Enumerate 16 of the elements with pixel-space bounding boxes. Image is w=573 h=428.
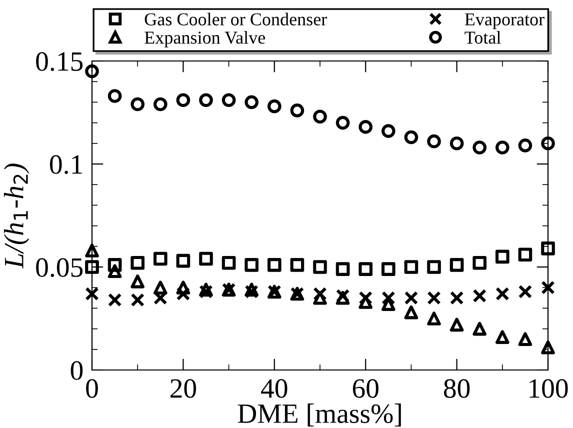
x-tick-label: 0 bbox=[86, 379, 98, 398]
x-tick-label: 20 bbox=[170, 379, 196, 398]
y-tick-label: 0 bbox=[70, 361, 83, 380]
x-tick-label: 40 bbox=[261, 379, 288, 398]
legend-label: Evaporator bbox=[464, 13, 544, 30]
y-tick-label: 0.15 bbox=[36, 52, 83, 72]
x-axis-title: DME [mass%] bbox=[238, 404, 401, 427]
y-tick-label: 0.05 bbox=[36, 258, 83, 278]
y-axis-title: L/(h$_{1}$-h$_{2}$) bbox=[4, 164, 30, 269]
x-tick-label: 80 bbox=[444, 379, 470, 398]
y-tick-label: 0.1 bbox=[50, 155, 82, 174]
legend-label: Gas Cooler or Condenser bbox=[144, 12, 327, 26]
legend-label: Total bbox=[464, 31, 501, 44]
legend-label: Expansion Valve bbox=[144, 31, 266, 48]
x-tick-label: 100 bbox=[530, 379, 568, 398]
x-tick-label: 60 bbox=[352, 379, 378, 398]
